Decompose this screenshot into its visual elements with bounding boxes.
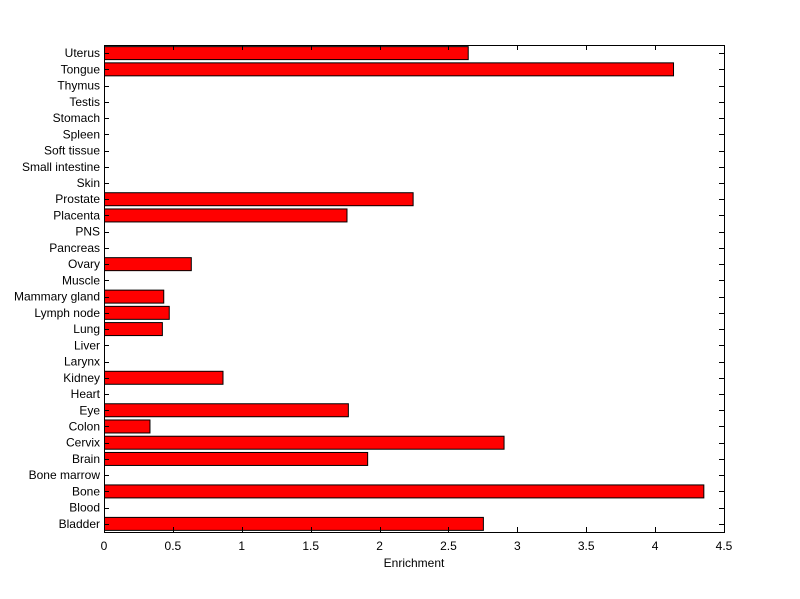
- bar-bone: [104, 484, 705, 499]
- bar-tongue: [104, 62, 675, 77]
- y-tick-label: Testis: [69, 95, 100, 109]
- x-tick-label: 3.5: [578, 539, 595, 553]
- y-tick-label: Brain: [72, 452, 100, 466]
- x-tick-label: 4.5: [716, 539, 733, 553]
- bar-uterus: [104, 46, 469, 61]
- y-tick-label: Thymus: [57, 79, 100, 93]
- bar-ovary: [104, 257, 192, 272]
- bar-group: [104, 46, 705, 531]
- y-tick-label: Tongue: [61, 62, 101, 76]
- x-tick-label: 0: [101, 539, 108, 553]
- bar-lung: [104, 322, 163, 337]
- plot-frame: [104, 45, 725, 533]
- x-tick-label: 0.5: [165, 539, 182, 553]
- bar-brain: [104, 451, 369, 466]
- bar-mammary-gland: [104, 289, 165, 304]
- x-axis-title: Enrichment: [384, 556, 445, 570]
- y-tick-label: Placenta: [53, 208, 100, 222]
- x-tick-label: 3: [514, 539, 521, 553]
- y-tick-label: Stomach: [53, 111, 100, 125]
- y-tick-label: Liver: [74, 338, 100, 352]
- bar-lymph-node: [104, 305, 170, 320]
- y-tick-label: Lung: [73, 322, 100, 336]
- bar-bladder: [104, 516, 484, 531]
- y-tick-label: Blood: [69, 501, 100, 515]
- y-tick-label: Skin: [77, 176, 100, 190]
- y-tick-label: Colon: [69, 419, 100, 433]
- y-tick-label: Eye: [79, 403, 100, 417]
- y-tick-label: Small intestine: [22, 160, 100, 174]
- bar-kidney: [104, 370, 224, 385]
- x-tick-label: 2: [376, 539, 383, 553]
- y-tick-label: Lymph node: [34, 306, 100, 320]
- bar-cervix: [104, 435, 505, 450]
- y-tick-label: Ovary: [68, 257, 100, 271]
- bar-placenta: [104, 208, 348, 223]
- x-tick-label: 1: [238, 539, 245, 553]
- y-tick-label: Heart: [71, 387, 101, 401]
- y-tick-label: Larynx: [64, 355, 100, 369]
- x-tick-label: 2.5: [440, 539, 457, 553]
- y-tick-label: Bone marrow: [29, 468, 101, 482]
- y-tick-label: Kidney: [63, 371, 100, 385]
- y-tick-label: Uterus: [65, 46, 100, 60]
- y-tick-label: Mammary gland: [14, 290, 100, 304]
- y-axis-ticks: Bladder Blood Bone Bone marrow Brain Cervix Co…: [14, 46, 724, 531]
- y-tick-label: Bone: [72, 484, 100, 498]
- x-tick-label: 1.5: [302, 539, 319, 553]
- x-tick-label: 4: [652, 539, 659, 553]
- y-tick-label: Pancreas: [49, 241, 100, 255]
- y-tick-label: Spleen: [63, 127, 100, 141]
- bar-eye: [104, 403, 349, 418]
- y-tick-label: Cervix: [66, 436, 100, 450]
- y-tick-label: PNS: [75, 225, 100, 239]
- y-tick-label: Bladder: [59, 517, 100, 531]
- x-axis-ticks: 0 0.5 1 1.5 2 2.5 3 3.5 4 4.5: [101, 45, 733, 553]
- y-tick-label: Prostate: [55, 192, 100, 206]
- bar-colon: [104, 419, 151, 434]
- y-tick-label: Soft tissue: [44, 144, 100, 158]
- y-tick-label: Muscle: [62, 273, 100, 287]
- bar-prostate: [104, 192, 414, 207]
